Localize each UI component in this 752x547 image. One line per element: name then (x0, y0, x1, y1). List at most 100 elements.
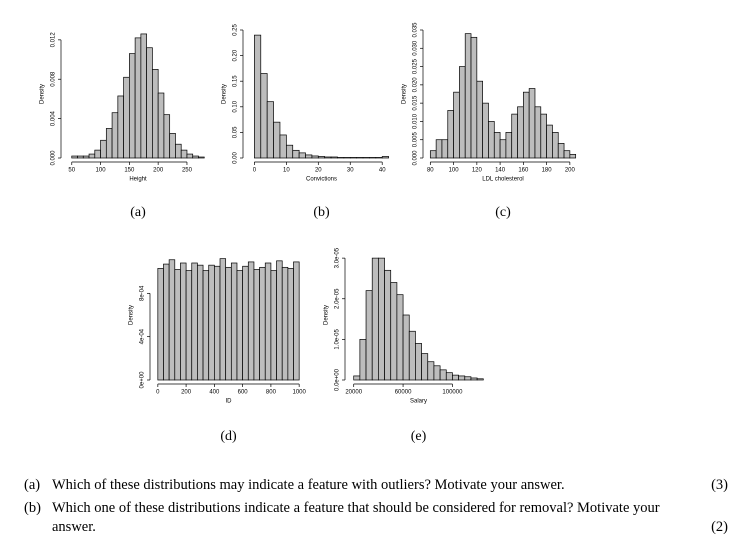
bar (208, 264, 215, 381)
bar (433, 365, 441, 381)
bar (324, 156, 332, 159)
bar (254, 34, 262, 159)
y-axis-label: Density (129, 305, 135, 325)
bar (180, 262, 187, 381)
x-tick-label: 30 (347, 168, 354, 174)
bar (459, 66, 466, 159)
x-tick-label: 10 (283, 168, 290, 174)
bar (71, 155, 78, 159)
y-tick-label: 0.012 (51, 32, 57, 48)
x-axis-label: Salary (410, 399, 427, 405)
y-tick-label: 3.0e-05 (335, 247, 341, 268)
bar (493, 132, 501, 159)
bar (117, 95, 124, 159)
y-tick-label: 0.05 (233, 126, 239, 138)
bar (534, 106, 542, 159)
y-tick-label: 0e+00 (140, 371, 146, 389)
bar (353, 375, 361, 381)
x-tick-label: 20 (315, 168, 322, 174)
y-tick-label: 0.020 (413, 77, 419, 93)
bar (452, 374, 459, 381)
y-tick-label: 0.00 (233, 152, 239, 164)
bar (408, 330, 416, 381)
question-marks: (3) (711, 477, 728, 493)
bar (174, 269, 181, 381)
y-tick-label: 0.15 (233, 75, 239, 87)
y-tick-label: 0.005 (413, 132, 419, 148)
bar (281, 266, 289, 381)
bar (445, 372, 453, 381)
y-axis-label: Density (402, 84, 408, 104)
x-axis-label: Convictions (306, 177, 337, 183)
x-tick-label: 200 (565, 168, 576, 174)
bar (88, 153, 96, 159)
question-label: (b) (24, 500, 41, 516)
bar (105, 128, 113, 159)
bar (270, 270, 277, 381)
bar (157, 268, 164, 381)
bar (146, 47, 153, 159)
y-tick-label: 0.25 (233, 24, 239, 36)
bar (230, 262, 238, 381)
bar (349, 157, 358, 159)
bar (185, 270, 193, 381)
panel-label: (d) (220, 429, 237, 444)
bar (369, 157, 377, 159)
y-tick-label: 0.004 (51, 110, 57, 126)
y-axis-label: Density (324, 305, 330, 325)
bar (528, 88, 536, 159)
bar (298, 152, 306, 159)
bar (260, 73, 268, 159)
bar (168, 259, 176, 381)
x-tick-label: 250 (182, 168, 193, 174)
bar (123, 76, 130, 159)
bar (140, 33, 147, 159)
bar (330, 156, 338, 159)
bar (511, 113, 518, 159)
x-tick-label: 50 (68, 168, 75, 174)
question-text: Which of these distributions may indicat… (52, 477, 565, 493)
panel-label: (b) (313, 205, 330, 220)
bar (381, 156, 389, 159)
x-tick-label: 60000 (395, 390, 412, 396)
bar (180, 149, 188, 159)
x-tick-label: 0 (253, 168, 257, 174)
bar (264, 262, 272, 381)
x-tick-label: 400 (209, 390, 220, 396)
bar (259, 266, 266, 381)
x-tick-label: 20000 (345, 390, 362, 396)
y-tick-label: 0.010 (413, 113, 419, 129)
x-tick-label: 140 (495, 168, 506, 174)
bar (415, 343, 422, 381)
bar (292, 149, 300, 159)
bar (191, 262, 198, 381)
y-tick-label: 0.030 (413, 40, 419, 56)
y-tick-label: 0.20 (233, 49, 239, 61)
question: (a) Which of these distributions may ind… (24, 476, 728, 495)
bar (557, 143, 565, 159)
bar (476, 80, 484, 159)
bar (569, 153, 577, 159)
bar (384, 269, 392, 381)
y-axis-label: Density (222, 84, 228, 104)
bar (470, 36, 478, 159)
bar (198, 156, 205, 159)
bar (163, 263, 170, 381)
bar (563, 150, 571, 159)
bar (247, 261, 255, 381)
bar (175, 143, 182, 159)
bar (337, 157, 345, 159)
bar (305, 154, 313, 159)
bar (441, 139, 449, 159)
x-axis-label: Height (129, 177, 147, 183)
bar (453, 91, 460, 159)
y-axis-label: Density (40, 84, 46, 104)
bar (186, 153, 194, 159)
bar (396, 294, 404, 381)
bar (421, 353, 429, 381)
bar (94, 149, 101, 159)
bar (163, 114, 171, 159)
bar (552, 132, 559, 159)
bar (311, 155, 319, 159)
